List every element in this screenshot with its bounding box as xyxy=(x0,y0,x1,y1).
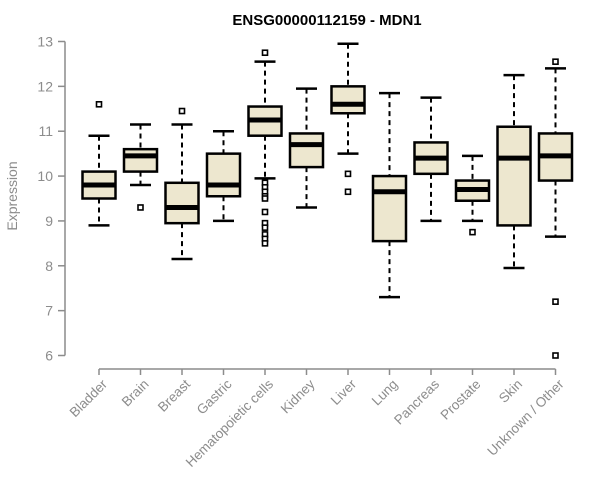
box-skin xyxy=(496,125,532,227)
outlier-liver xyxy=(344,170,352,178)
y-tick-label: 12 xyxy=(37,78,53,94)
y-tick-label: 13 xyxy=(37,34,53,50)
y-tick-label: 8 xyxy=(45,258,53,274)
outlier-liver xyxy=(344,188,352,196)
outlier-hematopoietic-cells xyxy=(261,195,269,202)
outlier-hematopoietic-cells xyxy=(261,49,269,57)
outlier-unknown-other xyxy=(552,352,559,359)
outlier-prostate xyxy=(469,228,476,236)
outlier-hematopoietic-cells xyxy=(261,224,269,231)
x-category-label: Skin xyxy=(496,377,525,406)
x-category-label: Unknown / Other xyxy=(484,376,567,459)
x-category-label: Bladder xyxy=(67,376,111,420)
outlier-hematopoietic-cells xyxy=(261,240,269,247)
x-category-label: Liver xyxy=(328,376,360,408)
box-liver xyxy=(330,85,366,115)
y-axis-label: Expression xyxy=(4,161,20,230)
box-brain xyxy=(122,147,159,173)
outlier-brain xyxy=(137,204,144,211)
box-breast xyxy=(164,181,200,225)
outlier-unknown-other xyxy=(552,58,559,65)
box-kidney xyxy=(288,132,325,169)
outlier-unknown-other xyxy=(552,298,559,305)
outlier-bladder xyxy=(95,101,103,108)
y-tick-label: 6 xyxy=(45,348,53,364)
box-gastric xyxy=(205,152,242,198)
y-tick-label: 9 xyxy=(45,213,53,229)
x-category-label: Kidney xyxy=(278,376,318,416)
box-lung xyxy=(371,174,408,243)
x-category-label: Prostate xyxy=(437,377,483,423)
x-category-label: Brain xyxy=(119,377,152,410)
x-category-label: Lung xyxy=(369,377,401,409)
y-tick-label: 10 xyxy=(37,168,53,184)
chart-title: ENSG00000112159 - MDN1 xyxy=(232,12,421,29)
x-category-label: Pancreas xyxy=(391,376,442,427)
outlier-breast xyxy=(178,107,186,115)
x-category-label: Gastric xyxy=(194,376,235,417)
y-tick-label: 11 xyxy=(38,123,53,139)
y-tick-label: 7 xyxy=(45,303,53,319)
x-category-label: Breast xyxy=(155,376,193,414)
outlier-hematopoietic-cells xyxy=(261,208,269,216)
